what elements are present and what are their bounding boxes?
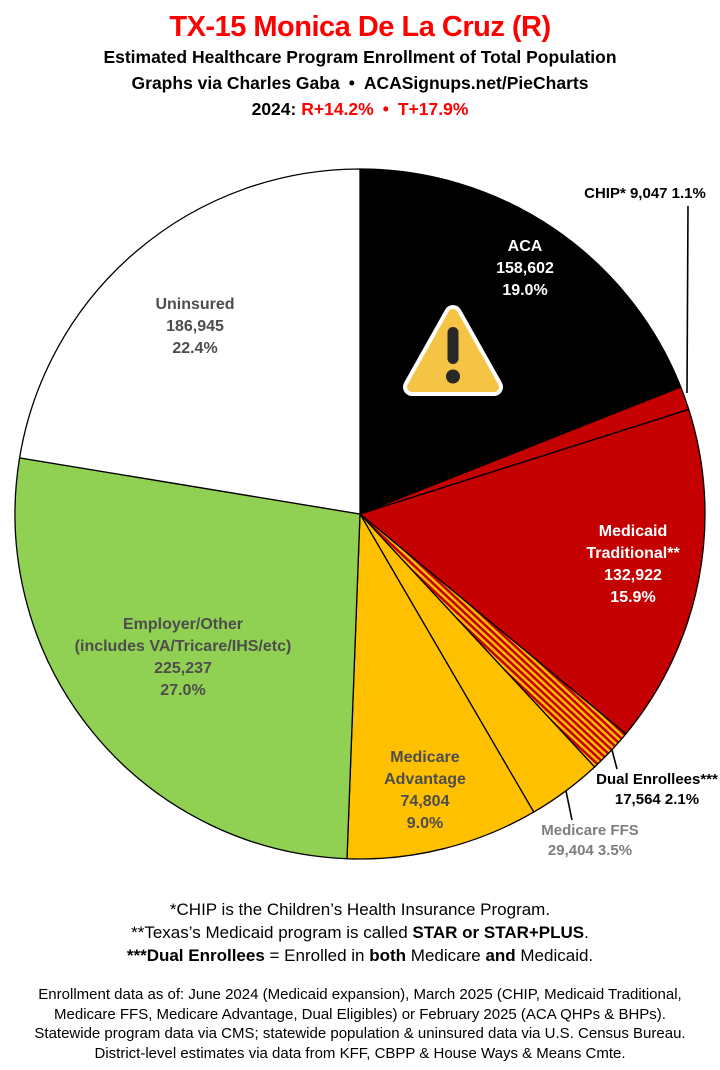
source-line-1: Enrollment data as of: June 2024 (Medica… [38, 986, 682, 1003]
credit-site: ACASignups.net/PieCharts [363, 73, 589, 93]
medicare-ffs-name: Medicare FFS [541, 822, 639, 839]
aca-value: 158,602 [496, 260, 554, 277]
t-margin: T+17.9% [397, 99, 469, 119]
medicare-advantage-value: 74,804 [400, 793, 450, 810]
chip-callout-label: CHIP* 9,047 1.1% [584, 185, 706, 202]
employer-includes: (includes VA/Tricare/IHS/etc) [74, 638, 292, 655]
uninsured-slice-label: Uninsured 186,945 22.4% [155, 294, 234, 360]
partisan-lean-line: 2024: R+14.2% • T+17.9% [0, 96, 720, 122]
aca-slice-label: ACA 158,602 19.0% [496, 236, 554, 302]
pie-slice-medicare-advantage [346, 511, 535, 860]
footnote-star: **Texas’s Medicaid program is called STA… [131, 923, 589, 942]
year-label: 2024: [251, 99, 297, 119]
medicaid-traditional-slice-label: Medicaid Traditional** 132,922 15.9% [586, 521, 679, 609]
pie-slice-employer-other [14, 457, 361, 860]
medicaid-pct: 15.9% [610, 589, 656, 606]
medicare-advantage-name-1: Medicare [390, 749, 460, 766]
credit-bullet: • [348, 73, 355, 93]
credit-line: Graphs via Charles Gaba • ACASignups.net/P… [0, 70, 720, 96]
medicare-ffs-callout-label: Medicare FFS 29,404 3.5% [541, 821, 639, 861]
header: TX-15 Monica De La Cruz (R) Estimated He… [0, 10, 720, 122]
chip-leader-line [686, 205, 689, 394]
uninsured-name: Uninsured [155, 296, 235, 313]
footnote-chip: *CHIP is the Children’s Health Insurance… [169, 900, 551, 919]
medicaid-name-1: Medicaid [598, 523, 668, 540]
warning-icon [403, 305, 503, 396]
pie-slice-uninsured [18, 168, 361, 515]
pie-slice-aca [359, 168, 682, 515]
aca-name: ACA [507, 238, 543, 255]
source-notes: Enrollment data as of: June 2024 (Medica… [0, 985, 720, 1063]
dual-enrollees-callout-label: Dual Enrollees*** 17,564 2.1% [596, 770, 718, 810]
medicare-ffs-leader-line [565, 790, 573, 821]
r-margin: R+14.2% [301, 99, 374, 119]
page-title: TX-15 Monica De La Cruz (R) [169, 11, 551, 43]
pie-slices [14, 168, 706, 860]
chart-subtitle: Estimated Healthcare Program Enrollment … [103, 47, 617, 67]
medicare-ffs-value: 29,404 3.5% [547, 842, 633, 859]
medicaid-name-2: Traditional** [586, 545, 680, 562]
medicaid-value: 132,922 [604, 567, 662, 584]
dual-enrollees-name: Dual Enrollees*** [596, 771, 718, 788]
employer-pct: 27.0% [160, 682, 206, 699]
margin-bullet: • [382, 99, 389, 119]
medicare-advantage-slice-label: Medicare Advantage 74,804 9.0% [384, 747, 466, 835]
employer-name: Employer/Other [122, 616, 244, 633]
uninsured-pct: 22.4% [172, 340, 218, 357]
employer-other-slice-label: Employer/Other (includes VA/Tricare/IHS/… [75, 614, 292, 702]
source-line-4: District-level estimates via data from K… [94, 1044, 626, 1062]
aca-pct: 19.0% [502, 282, 548, 299]
source-line-3: Statewide program data via CMS; statewid… [34, 1025, 686, 1042]
dual-enrollees-leader-line [611, 749, 618, 770]
employer-value: 225,237 [154, 660, 212, 677]
medicare-advantage-pct: 9.0% [406, 815, 444, 832]
footnote-dual: ***Dual Enrollees = Enrolled in both Med… [126, 946, 594, 965]
source-line-2: Medicare FFS, Medicare Advantage, Dual E… [54, 1005, 666, 1023]
uninsured-value: 186,945 [166, 318, 224, 335]
dual-enrollees-value: 17,564 2.1% [614, 791, 700, 808]
credit-author: Graphs via Charles Gaba [131, 73, 340, 93]
medicare-advantage-name-2: Advantage [384, 771, 466, 788]
footnotes: *CHIP is the Children’s Health Insurance… [0, 898, 720, 967]
pie-slice-medicaid-traditional [358, 408, 706, 735]
